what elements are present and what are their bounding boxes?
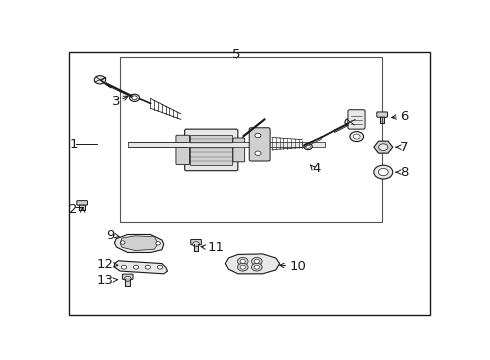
FancyBboxPatch shape [191, 239, 201, 245]
Text: 6: 6 [400, 110, 408, 123]
Text: 2: 2 [69, 203, 77, 216]
Circle shape [254, 265, 260, 269]
Polygon shape [115, 261, 168, 274]
FancyBboxPatch shape [377, 112, 388, 117]
Circle shape [251, 263, 262, 271]
FancyBboxPatch shape [122, 274, 133, 279]
Polygon shape [225, 254, 280, 274]
Circle shape [129, 94, 140, 102]
Circle shape [353, 134, 360, 139]
FancyBboxPatch shape [233, 138, 245, 162]
Text: 9: 9 [106, 229, 115, 242]
Text: 4: 4 [312, 162, 320, 175]
Polygon shape [120, 236, 158, 251]
Text: 5: 5 [232, 48, 240, 61]
Circle shape [306, 145, 310, 148]
Circle shape [193, 242, 199, 247]
Text: 10: 10 [289, 260, 306, 273]
Text: 13: 13 [97, 274, 114, 287]
Bar [190, 135, 232, 165]
Circle shape [350, 132, 364, 141]
Bar [120, 57, 382, 222]
Circle shape [238, 257, 248, 265]
FancyBboxPatch shape [77, 201, 87, 205]
Text: 11: 11 [207, 241, 224, 254]
Text: 8: 8 [400, 166, 408, 179]
Circle shape [121, 241, 125, 244]
FancyBboxPatch shape [348, 110, 365, 129]
Circle shape [156, 242, 160, 245]
Circle shape [124, 276, 131, 281]
Circle shape [254, 260, 260, 263]
Text: 12: 12 [97, 258, 114, 271]
Polygon shape [115, 234, 164, 252]
Circle shape [133, 265, 139, 269]
Circle shape [94, 76, 106, 84]
Text: 7: 7 [400, 141, 409, 154]
Circle shape [240, 260, 245, 263]
Text: 3: 3 [112, 95, 121, 108]
Circle shape [255, 133, 261, 138]
Circle shape [240, 265, 245, 269]
Circle shape [238, 263, 248, 271]
Circle shape [145, 265, 150, 269]
Circle shape [157, 265, 163, 269]
Circle shape [374, 165, 393, 179]
Circle shape [345, 118, 356, 126]
Circle shape [121, 265, 126, 269]
Circle shape [378, 168, 388, 176]
Circle shape [132, 96, 137, 100]
FancyBboxPatch shape [185, 129, 238, 171]
FancyBboxPatch shape [176, 135, 190, 165]
Circle shape [304, 144, 312, 150]
Bar [128, 142, 325, 147]
Circle shape [251, 257, 262, 265]
Circle shape [255, 151, 261, 156]
Circle shape [379, 144, 388, 150]
Text: 1: 1 [69, 138, 77, 151]
FancyBboxPatch shape [249, 128, 270, 161]
